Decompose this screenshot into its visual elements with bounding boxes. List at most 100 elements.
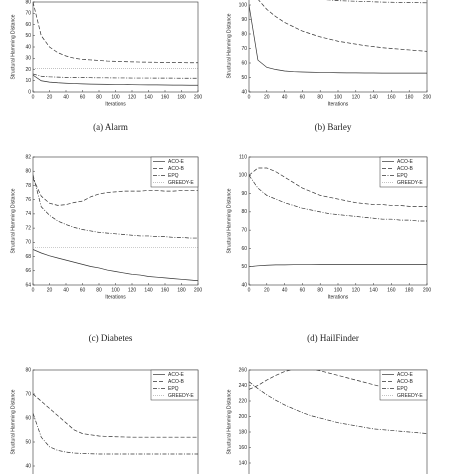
series-line — [33, 178, 198, 206]
x-tick-label: 180 — [177, 94, 186, 100]
y-tick-label: 20 — [25, 67, 31, 73]
plot: 40 50 60 70 80 90 100 110 0 20 40 60 80 100 120 140 160 1… — [226, 154, 431, 343]
x-axis-label: Iterations — [105, 294, 126, 300]
series-line — [249, 381, 427, 434]
y-tick-label: 76 — [25, 197, 31, 203]
y-tick-label: 80 — [25, 0, 31, 5]
x-tick-label: 180 — [405, 287, 414, 293]
plot: 40 50 60 70 80 Structural Hamming Distance ACO… — [10, 367, 199, 474]
caption: (c) Diabetes — [89, 333, 133, 343]
series-line — [249, 370, 427, 400]
y-tick-label: 260 — [239, 367, 248, 373]
y-tick-label: 70 — [241, 227, 247, 233]
y-tick-label: 82 — [25, 154, 31, 160]
y-tick-label: 70 — [25, 240, 31, 246]
x-tick-label: 20 — [47, 94, 53, 100]
x-tick-label: 140 — [144, 94, 153, 100]
y-axis-label: Structural Hamming Distance — [226, 389, 232, 454]
x-tick-label: 0 — [32, 94, 35, 100]
legend-label: ACO-B — [168, 379, 185, 385]
series-line — [33, 393, 198, 438]
x-tick-label: 20 — [264, 94, 270, 100]
legend-label: ACO-B — [397, 379, 414, 385]
x-tick-label: 60 — [300, 94, 306, 100]
y-tick-label: 70 — [241, 46, 247, 52]
y-tick-label: 220 — [239, 398, 248, 404]
x-tick-label: 180 — [177, 287, 186, 293]
series-line — [33, 249, 198, 282]
y-tick-label: 80 — [241, 209, 247, 215]
y-axis-label: Structural Hamming Distance — [226, 188, 232, 253]
y-tick-label: 100 — [239, 173, 248, 179]
legend-box — [150, 369, 199, 401]
x-axis-label: Iterations — [328, 294, 349, 300]
y-tick-label: 72 — [25, 225, 31, 231]
legend-label: EPQ — [397, 386, 408, 392]
legend-label: GREEDY-E — [397, 180, 423, 186]
y-axis-label: Structural Hamming Distance — [10, 188, 16, 253]
legend-label: GREEDY-E — [397, 393, 423, 399]
legend-label: ACO-B — [168, 166, 185, 172]
legend-label: ACO-E — [168, 159, 185, 165]
series-line — [325, 0, 427, 4]
legend-label: ACO-E — [397, 372, 414, 378]
series-group — [33, 2, 198, 86]
x-tick-label: 160 — [161, 94, 170, 100]
x-axis-label: Iterations — [328, 101, 349, 107]
y-tick-label: 200 — [239, 414, 248, 420]
series-line — [33, 413, 198, 455]
caption: (a) Alarm — [93, 122, 128, 132]
y-tick-label: 80 — [25, 367, 31, 373]
series-line — [249, 175, 427, 222]
y-tick-label: 60 — [25, 415, 31, 421]
y-tick-label: 110 — [239, 154, 247, 160]
y-tick-label: 78 — [25, 183, 31, 189]
legend-label: EPQ — [168, 386, 179, 392]
x-tick-label: 40 — [282, 287, 288, 293]
y-tick-label: 90 — [241, 17, 247, 23]
series-group — [249, 370, 427, 434]
series-group — [249, 167, 427, 268]
series-line — [33, 73, 198, 79]
x-tick-label: 40 — [63, 94, 69, 100]
x-tick-label: 0 — [32, 287, 35, 293]
series-line — [258, 0, 427, 52]
y-tick-label: 0 — [28, 89, 31, 95]
x-tick-label: 80 — [96, 94, 102, 100]
series-group — [249, 0, 427, 74]
x-tick-label: 160 — [387, 94, 396, 100]
series-line — [33, 2, 198, 64]
legend-label: ACO-E — [397, 159, 414, 165]
legend-label: ACO-B — [397, 166, 414, 172]
x-tick-label: 100 — [111, 94, 120, 100]
y-tick-label: 80 — [25, 169, 31, 175]
y-tick-label: 60 — [241, 60, 247, 66]
series-line — [249, 264, 427, 268]
x-tick-label: 100 — [334, 94, 343, 100]
x-tick-label: 60 — [300, 287, 306, 293]
y-tick-label: 50 — [241, 75, 247, 81]
legend-label: ACO-E — [168, 372, 185, 378]
series-group — [33, 393, 198, 455]
x-tick-label: 120 — [128, 94, 137, 100]
legend-box — [379, 156, 428, 188]
y-axis-label: Structural Hamming Distance — [226, 13, 232, 78]
y-tick-label: 40 — [25, 44, 31, 50]
x-tick-label: 120 — [128, 287, 137, 293]
x-tick-label: 140 — [369, 94, 378, 100]
legend-label: EPQ — [397, 173, 408, 179]
x-tick-label: 40 — [63, 287, 69, 293]
y-tick-label: 40 — [241, 89, 247, 95]
y-tick-label: 80 — [241, 31, 247, 37]
x-tick-label: 60 — [80, 287, 86, 293]
y-tick-label: 70 — [25, 11, 31, 17]
plot: 40 50 60 70 80 90 100 0 20 40 60 80 100 120 140 160 180 2… — [226, 0, 431, 132]
plot: 140 160 180 200 220 240 260 Structural Hamming … — [226, 367, 428, 474]
x-tick-label: 80 — [96, 287, 102, 293]
x-tick-label: 120 — [352, 94, 361, 100]
y-tick-label: 50 — [25, 33, 31, 39]
x-tick-label: 160 — [387, 287, 396, 293]
caption: (d) HailFinder — [307, 333, 359, 343]
series-line — [33, 74, 198, 86]
